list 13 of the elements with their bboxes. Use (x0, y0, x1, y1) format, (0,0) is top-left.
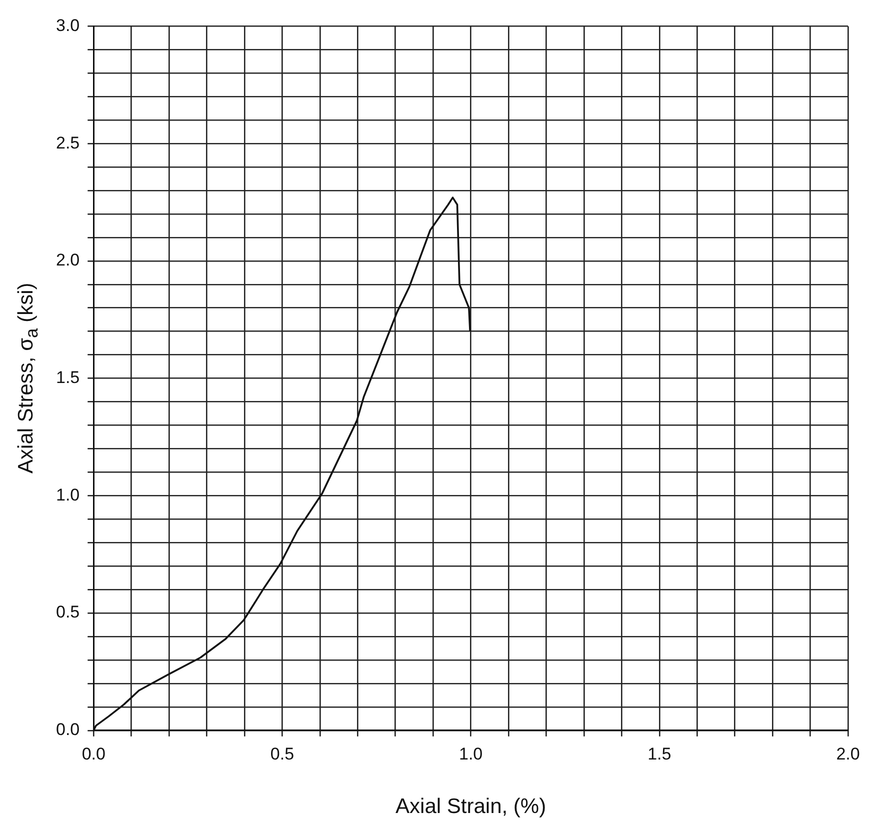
y-tick-label: 2.5 (56, 133, 80, 152)
y-tick-label: 3.0 (56, 16, 80, 35)
y-tick-label: 0.0 (56, 720, 80, 740)
x-tick-label: 0.0 (82, 744, 106, 764)
y-tick-label: 0.5 (56, 602, 80, 622)
x-axis-title: Axial Strain, (%) (396, 795, 546, 818)
y-tick-label: 1.0 (56, 485, 80, 504)
x-tick-label: 2.0 (836, 744, 860, 764)
x-tick-label: 1.0 (458, 744, 483, 764)
y-tick-label: 1.5 (56, 368, 80, 387)
x-tick-label: 0.5 (270, 744, 294, 764)
x-tick-label: 1.5 (648, 744, 672, 764)
y-tick-label: 2.0 (56, 250, 80, 270)
